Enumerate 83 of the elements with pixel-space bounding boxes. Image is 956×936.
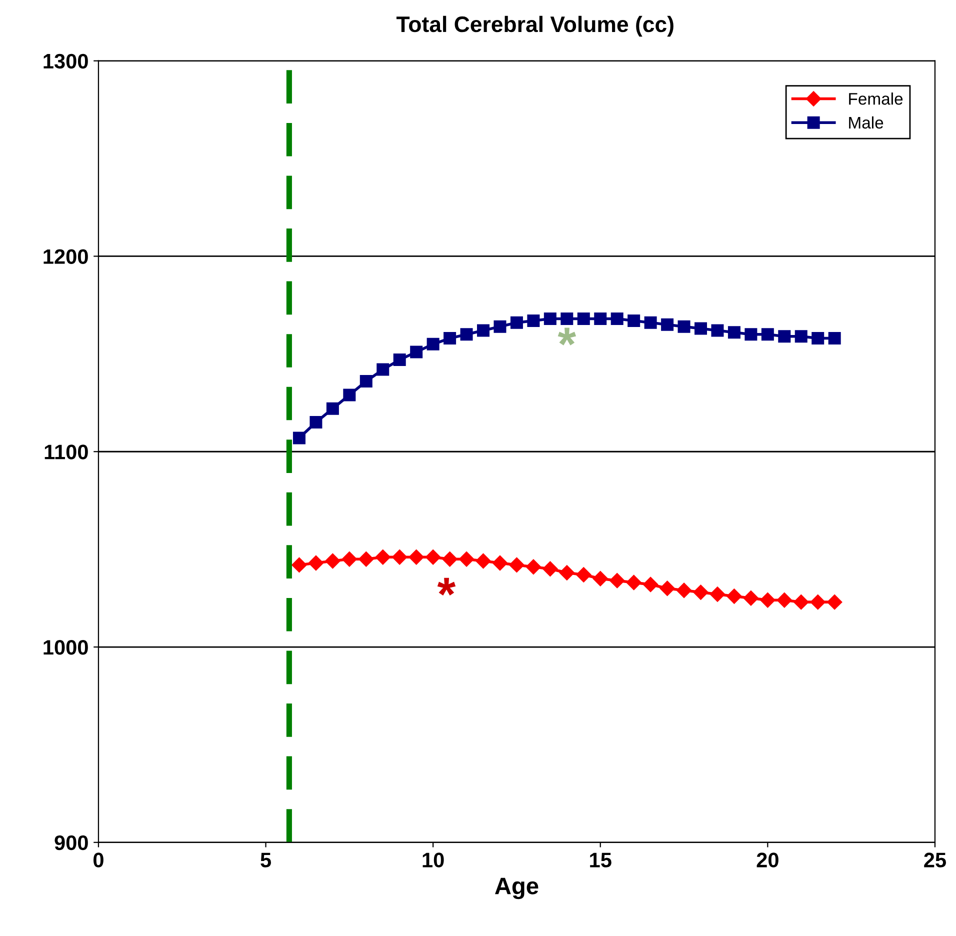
point xyxy=(392,550,408,565)
point xyxy=(426,550,441,565)
point xyxy=(594,312,607,326)
point xyxy=(660,580,675,596)
chart-title: Total Cerebral Volume (cc) xyxy=(396,16,674,37)
y-tick-label: 900 xyxy=(54,835,88,850)
point xyxy=(693,584,708,600)
point xyxy=(492,555,508,571)
point xyxy=(761,328,774,341)
point xyxy=(559,565,574,580)
annotation: * xyxy=(558,328,576,346)
point xyxy=(794,594,809,610)
annotation: * xyxy=(437,578,456,596)
point xyxy=(343,388,356,402)
y-tick-label: 1300 xyxy=(44,54,88,69)
point xyxy=(576,567,592,582)
point xyxy=(778,330,791,343)
point xyxy=(760,592,776,608)
point xyxy=(661,318,674,331)
point xyxy=(610,312,624,326)
point xyxy=(458,552,474,567)
legend-label: Female xyxy=(849,92,903,105)
point xyxy=(426,338,440,350)
legend-label: Male xyxy=(849,116,884,129)
x-tick-label: 0 xyxy=(94,852,104,868)
point xyxy=(509,557,524,573)
point xyxy=(393,354,406,366)
point xyxy=(828,332,841,345)
x-tick-label: 25 xyxy=(924,852,946,868)
point xyxy=(460,328,473,341)
x-axis-title: Age xyxy=(495,878,538,900)
y-tick-label: 1000 xyxy=(44,640,88,655)
point xyxy=(442,552,458,567)
point xyxy=(560,312,574,326)
x-tick-label: 5 xyxy=(260,852,271,868)
point xyxy=(810,594,826,610)
point xyxy=(642,576,658,592)
point xyxy=(626,574,642,590)
y-tick-label: 1100 xyxy=(44,444,88,460)
point xyxy=(325,553,340,569)
x-tick-label: 20 xyxy=(756,852,778,868)
point xyxy=(510,316,523,329)
point xyxy=(308,555,324,571)
point xyxy=(526,559,542,574)
point xyxy=(527,314,540,327)
point xyxy=(610,573,625,588)
point xyxy=(542,561,558,576)
x-tick-label: 15 xyxy=(590,852,612,868)
point xyxy=(577,312,590,326)
point xyxy=(744,328,758,341)
point xyxy=(544,312,556,326)
point xyxy=(292,432,306,444)
point xyxy=(644,316,657,329)
point xyxy=(360,375,372,388)
point xyxy=(477,324,490,337)
point xyxy=(444,332,456,345)
point xyxy=(326,402,339,415)
point xyxy=(726,588,742,604)
point xyxy=(342,552,357,567)
point xyxy=(410,346,423,358)
point xyxy=(375,550,390,565)
point xyxy=(678,320,690,333)
point xyxy=(592,571,608,586)
point xyxy=(776,592,792,608)
point xyxy=(812,332,824,345)
point xyxy=(408,550,424,565)
y-tick-label: 1200 xyxy=(44,249,88,264)
point xyxy=(310,416,322,429)
point xyxy=(794,330,808,343)
point xyxy=(676,582,692,598)
point xyxy=(292,557,307,573)
point xyxy=(476,553,491,569)
point xyxy=(743,590,759,606)
x-tick-label: 10 xyxy=(422,852,444,868)
point xyxy=(494,320,506,333)
point xyxy=(710,586,726,602)
point xyxy=(827,594,842,610)
point xyxy=(358,552,374,567)
point xyxy=(376,363,390,376)
point xyxy=(628,314,640,327)
point xyxy=(711,324,724,337)
point xyxy=(694,322,707,335)
point xyxy=(728,326,740,339)
